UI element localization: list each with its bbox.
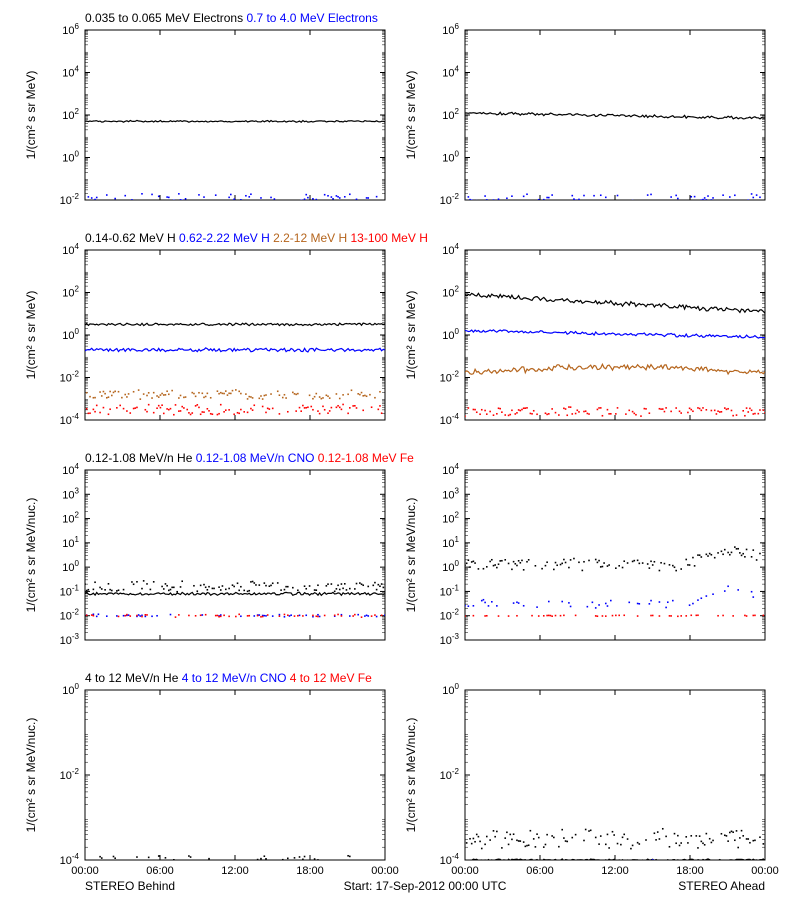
svg-text:101: 101 xyxy=(442,535,459,550)
svg-text:12:00: 12:00 xyxy=(221,865,249,877)
svg-text:104: 104 xyxy=(62,65,79,80)
svg-text:104: 104 xyxy=(442,242,459,257)
svg-text:103: 103 xyxy=(442,486,459,501)
svg-text:102: 102 xyxy=(442,107,459,122)
svg-text:102: 102 xyxy=(442,285,459,300)
svg-text:10-2: 10-2 xyxy=(60,608,80,623)
svg-text:100: 100 xyxy=(62,559,79,574)
svg-text:10-3: 10-3 xyxy=(440,632,460,647)
svg-text:1/(cm² s sr MeV/nuc.): 1/(cm² s sr MeV/nuc.) xyxy=(24,718,38,833)
svg-text:104: 104 xyxy=(62,462,79,477)
svg-text:10-2: 10-2 xyxy=(60,370,80,385)
svg-text:100: 100 xyxy=(62,682,79,697)
svg-text:103: 103 xyxy=(62,486,79,501)
svg-text:102: 102 xyxy=(62,285,79,300)
svg-text:1/(cm² s sr MeV): 1/(cm² s sr MeV) xyxy=(404,291,418,380)
svg-text:STEREO Behind: STEREO Behind xyxy=(85,879,175,893)
svg-text:1/(cm² s sr MeV): 1/(cm² s sr MeV) xyxy=(24,291,38,380)
svg-text:00:00: 00:00 xyxy=(451,865,479,877)
svg-text:1/(cm² s sr MeV/nuc.): 1/(cm² s sr MeV/nuc.) xyxy=(404,498,418,613)
svg-text:10-2: 10-2 xyxy=(60,192,80,207)
svg-text:102: 102 xyxy=(62,107,79,122)
svg-text:106: 106 xyxy=(62,22,79,37)
svg-text:06:00: 06:00 xyxy=(526,865,554,877)
svg-text:00:00: 00:00 xyxy=(371,865,399,877)
svg-text:10-2: 10-2 xyxy=(440,767,460,782)
svg-text:10-4: 10-4 xyxy=(60,412,80,427)
svg-text:1/(cm² s sr MeV/nuc.): 1/(cm² s sr MeV/nuc.) xyxy=(404,718,418,833)
svg-text:STEREO Ahead: STEREO Ahead xyxy=(678,879,765,893)
svg-text:100: 100 xyxy=(442,682,459,697)
svg-text:102: 102 xyxy=(442,511,459,526)
svg-text:100: 100 xyxy=(442,327,459,342)
svg-text:10-2: 10-2 xyxy=(440,370,460,385)
svg-text:18:00: 18:00 xyxy=(296,865,324,877)
svg-text:0.14-0.62 MeV H 0.62-2.22 Me: 0.14-0.62 MeV H 0.62-2.22 MeV H 2.2-12 M… xyxy=(85,231,428,245)
svg-text:10-3: 10-3 xyxy=(60,632,80,647)
svg-text:100: 100 xyxy=(62,327,79,342)
svg-text:10-1: 10-1 xyxy=(440,583,460,598)
svg-text:10-4: 10-4 xyxy=(440,412,460,427)
svg-text:0.12-1.08 MeV/n He 0.12-1.08: 0.12-1.08 MeV/n He 0.12-1.08 MeV/n CNO 0… xyxy=(85,451,414,465)
svg-text:12:00: 12:00 xyxy=(601,865,629,877)
svg-text:106: 106 xyxy=(442,22,459,37)
svg-text:00:00: 00:00 xyxy=(751,865,779,877)
svg-text:104: 104 xyxy=(442,65,459,80)
svg-text:104: 104 xyxy=(62,242,79,257)
svg-text:4 to 12 MeV/n He 4 to 12 MeV: 4 to 12 MeV/n He 4 to 12 MeV/n CNO 4 to … xyxy=(85,671,372,685)
svg-text:101: 101 xyxy=(62,535,79,550)
svg-text:100: 100 xyxy=(442,150,459,165)
svg-text:1/(cm² s sr MeV/nuc.): 1/(cm² s sr MeV/nuc.) xyxy=(24,498,38,613)
svg-text:0.035 to 0.065 MeV Electrons: 0.035 to 0.065 MeV Electrons 0.7 to 4.0 … xyxy=(85,11,378,25)
svg-text:10-2: 10-2 xyxy=(440,608,460,623)
svg-text:1/(cm² s sr MeV): 1/(cm² s sr MeV) xyxy=(24,71,38,160)
svg-text:18:00: 18:00 xyxy=(676,865,704,877)
svg-text:100: 100 xyxy=(442,559,459,574)
svg-text:10-1: 10-1 xyxy=(60,583,80,598)
chart-grid: 0.035 to 0.065 MeV Electrons 0.7 to 4.0 … xyxy=(0,0,800,900)
svg-text:10-2: 10-2 xyxy=(440,192,460,207)
svg-text:06:00: 06:00 xyxy=(146,865,174,877)
svg-text:102: 102 xyxy=(62,511,79,526)
svg-text:104: 104 xyxy=(442,462,459,477)
svg-text:Start: 17-Sep-2012 00:00 UTC: Start: 17-Sep-2012 00:00 UTC xyxy=(344,879,507,893)
svg-text:00:00: 00:00 xyxy=(71,865,99,877)
svg-text:10-2: 10-2 xyxy=(60,767,80,782)
svg-text:1/(cm² s sr MeV): 1/(cm² s sr MeV) xyxy=(404,71,418,160)
svg-text:100: 100 xyxy=(62,150,79,165)
chart-svg: 0.035 to 0.065 MeV Electrons 0.7 to 4.0 … xyxy=(0,0,800,900)
